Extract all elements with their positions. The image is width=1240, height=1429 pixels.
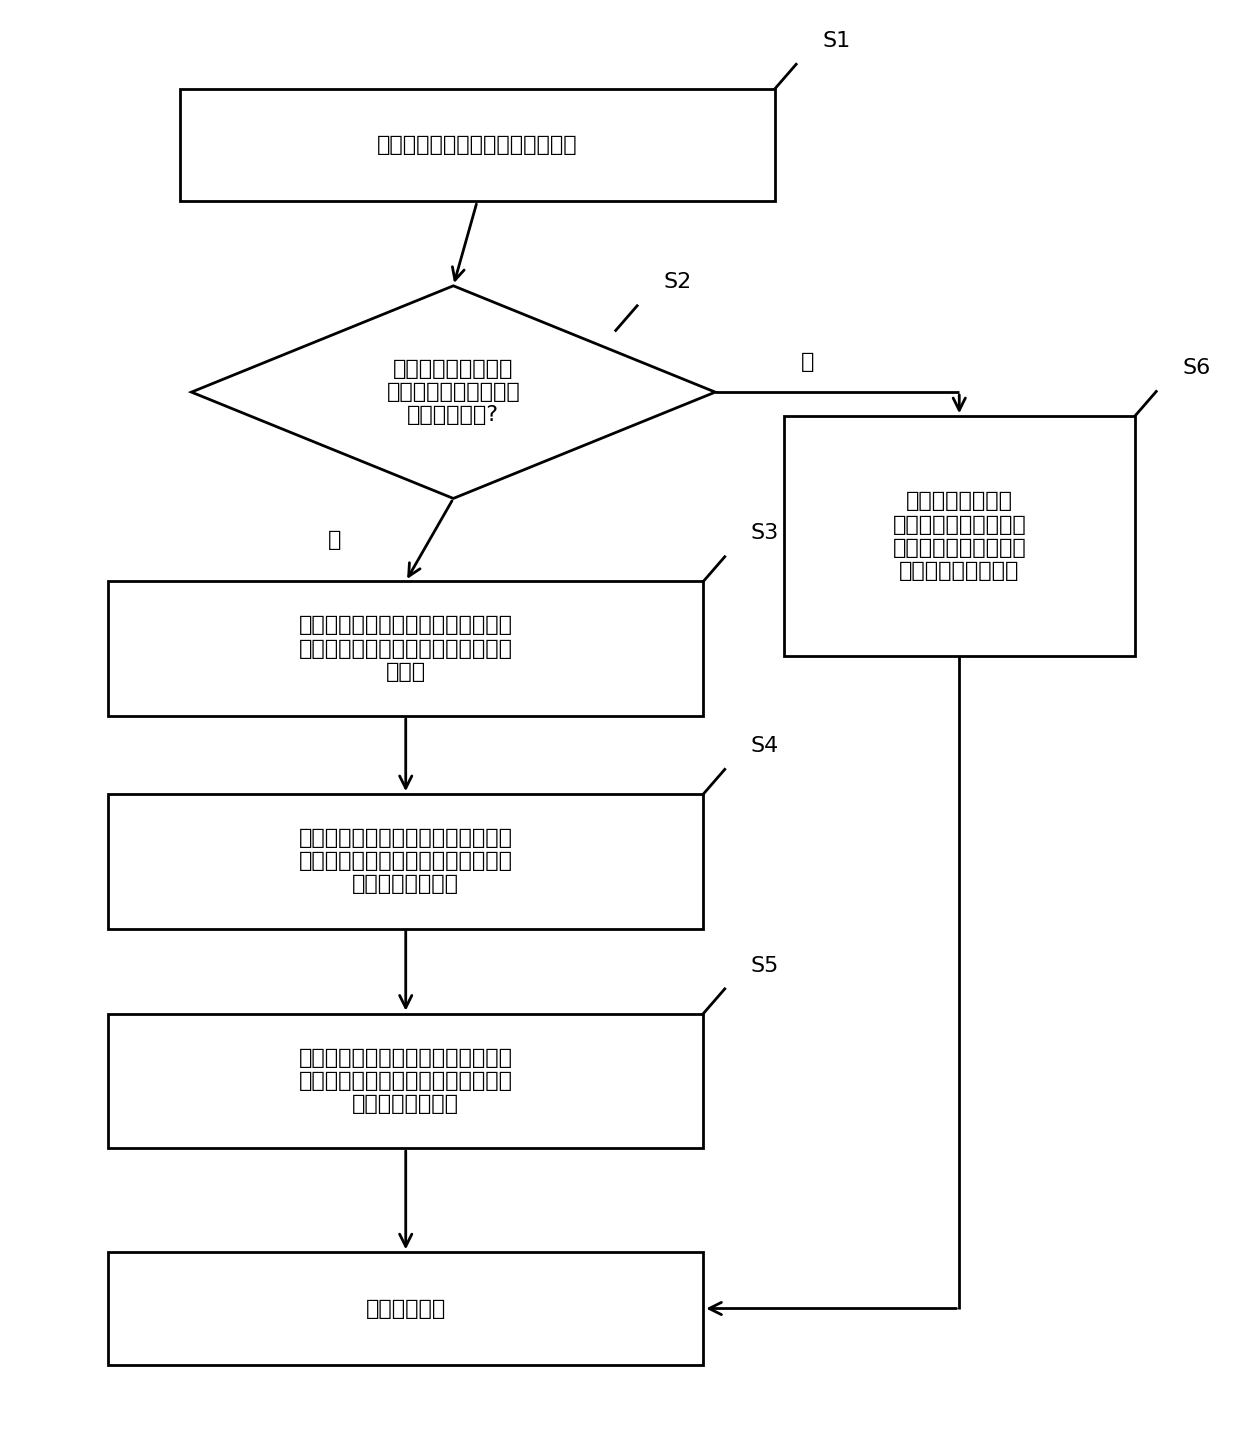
- Text: 是: 是: [327, 530, 341, 550]
- Bar: [108, 1013, 703, 1147]
- Text: 根据每次打印段数需要打印的点的位
置，控制热敏打印头上的相应的加热
模块进行分段打印: 根据每次打印段数需要打印的点的位 置，控制热敏打印头上的相应的加热 模块进行分段…: [299, 1047, 512, 1115]
- Bar: [784, 416, 1135, 656]
- Bar: [108, 582, 703, 716]
- Text: S2: S2: [663, 273, 692, 293]
- Bar: [180, 89, 775, 201]
- Text: 根据打印总点数以及热敏打印头的一
次最大打印点数确定当前打印行的打
印段数: 根据打印总点数以及热敏打印头的一 次最大打印点数确定当前打印行的打 印段数: [299, 616, 512, 682]
- Bar: [108, 1252, 703, 1365]
- Polygon shape: [191, 286, 715, 499]
- Text: S5: S5: [751, 956, 779, 976]
- Text: 获取当前打印行所需的打印总点数: 获取当前打印行所需的打印总点数: [377, 136, 578, 156]
- Text: S1: S1: [822, 31, 851, 51]
- Text: 根据打印段数以及当前打印行的所有
打印点的位置，确定每次打印段数需
要打印的点的位置: 根据打印段数以及当前打印行的所有 打印点的位置，确定每次打印段数需 要打印的点的…: [299, 827, 512, 895]
- Text: 确定当前打印行全
部打印的点的位置，并
控制热敏打印头的相应
的加热模块进行打印: 确定当前打印行全 部打印的点的位置，并 控制热敏打印头的相应 的加热模块进行打印: [893, 492, 1027, 582]
- Text: S3: S3: [751, 523, 779, 543]
- Bar: [108, 795, 703, 929]
- Text: S4: S4: [751, 736, 779, 756]
- Text: 否: 否: [801, 352, 815, 372]
- Text: 打印总点数是否大于
当前热敏打印头的一次
最大打印点数?: 打印总点数是否大于 当前热敏打印头的一次 最大打印点数?: [387, 359, 521, 426]
- Text: S6: S6: [1183, 359, 1210, 379]
- Text: 结束当前打印: 结束当前打印: [366, 1299, 446, 1319]
